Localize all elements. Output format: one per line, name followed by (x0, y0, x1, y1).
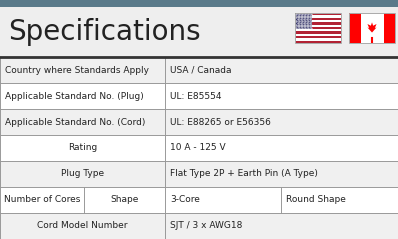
Bar (349, 13, 361, 43)
Text: Number of Cores: Number of Cores (4, 196, 80, 205)
Text: Round Shape: Round Shape (286, 196, 345, 205)
Text: SJT / 3 x AWG18: SJT / 3 x AWG18 (170, 222, 242, 230)
Bar (295, 32, 341, 34)
Text: Plug Type: Plug Type (61, 169, 104, 179)
Bar (295, 36, 341, 38)
Text: Specifications: Specifications (8, 18, 201, 46)
Bar (0, 109, 398, 135)
Text: UL: E88265 or E56356: UL: E88265 or E56356 (170, 118, 271, 126)
Bar (295, 29, 341, 32)
Text: Rating: Rating (68, 143, 97, 152)
Text: USA / Canada: USA / Canada (170, 65, 232, 75)
Text: Country where Standards Apply: Country where Standards Apply (5, 65, 149, 75)
Bar (295, 41, 341, 43)
Bar (295, 13, 341, 15)
Text: 10 A - 125 V: 10 A - 125 V (170, 143, 226, 152)
Bar (0, 0, 398, 7)
Text: Cord Model Number: Cord Model Number (37, 222, 128, 230)
Text: Applicable Standard No. (Cord): Applicable Standard No. (Cord) (5, 118, 145, 126)
Text: Applicable Standard No. (Plug): Applicable Standard No. (Plug) (5, 92, 144, 101)
Bar (361, 13, 384, 43)
Text: UL: E85554: UL: E85554 (170, 92, 222, 101)
Bar (349, 13, 395, 43)
Bar (295, 38, 341, 41)
Bar (0, 7, 398, 57)
Bar (295, 13, 312, 29)
Bar (295, 27, 341, 29)
Bar (0, 213, 398, 239)
Bar (295, 18, 341, 20)
Text: 3-Core: 3-Core (170, 196, 200, 205)
Bar (0, 161, 398, 187)
Text: Shape: Shape (110, 196, 139, 205)
Bar (0, 135, 398, 161)
Bar (0, 187, 398, 213)
Bar (295, 22, 341, 25)
Bar (0, 57, 398, 83)
Bar (295, 25, 341, 27)
Polygon shape (367, 22, 377, 33)
Text: Flat Type 2P + Earth Pin (A Type): Flat Type 2P + Earth Pin (A Type) (170, 169, 318, 179)
Bar (295, 20, 341, 22)
Bar (295, 15, 341, 18)
Bar (384, 13, 395, 43)
Bar (295, 34, 341, 36)
Bar (0, 83, 398, 109)
Bar (295, 13, 341, 43)
